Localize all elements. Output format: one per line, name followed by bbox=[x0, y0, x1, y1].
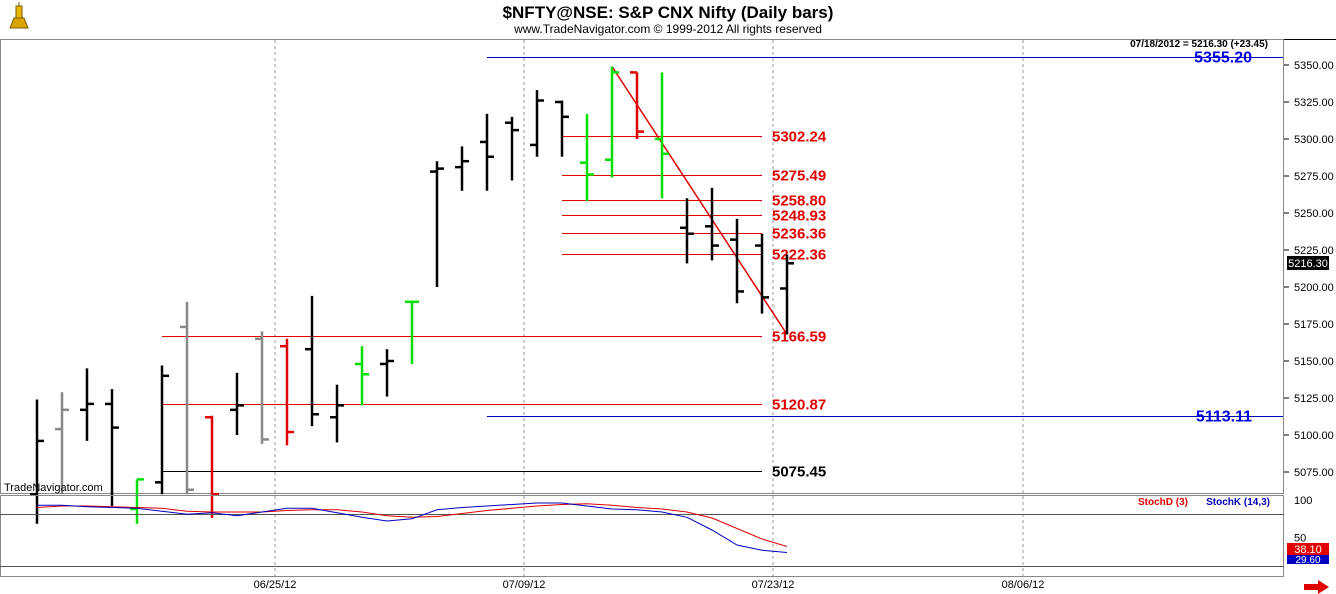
date-tick-label: 07/23/12 bbox=[752, 579, 795, 591]
price-tick-label: 5100.00 bbox=[1294, 430, 1334, 442]
last-price-info: 07/18/2012 = 5216.30 (+23.45) bbox=[1130, 39, 1268, 50]
level-label: 5075.45 bbox=[772, 464, 826, 481]
stochastic-series-line bbox=[36, 503, 788, 547]
stochastic-series-line bbox=[37, 502, 788, 553]
level-label: 5355.20 bbox=[1194, 50, 1252, 67]
level-label: 5113.11 bbox=[1196, 409, 1252, 426]
level-label: 5275.49 bbox=[772, 168, 826, 185]
price-tick-label: 5175.00 bbox=[1294, 319, 1334, 331]
price-tick-label: 5150.00 bbox=[1294, 356, 1334, 368]
price-tick-label: 5075.00 bbox=[1294, 467, 1334, 479]
stochastic-axis: 50 100 bbox=[1294, 495, 1312, 545]
price-tick-label: 5200.00 bbox=[1294, 282, 1334, 294]
level-label: 5166.59 bbox=[772, 329, 826, 346]
trade-navigator-logo-icon[interactable] bbox=[9, 2, 29, 29]
date-tick-label: 06/25/12 bbox=[254, 579, 297, 591]
date-tick-label: 07/09/12 bbox=[503, 579, 546, 591]
ohlc-bars bbox=[30, 66, 794, 524]
date-tick-label: 08/06/12 bbox=[1002, 579, 1045, 591]
stochastic-tick-label: 50 bbox=[1294, 533, 1306, 545]
scroll-right-arrow-icon[interactable] bbox=[1304, 580, 1329, 594]
level-label: 5248.93 bbox=[772, 208, 826, 225]
stochastic-tick-label: 100 bbox=[1294, 495, 1312, 507]
vertical-grid bbox=[274, 40, 1024, 576]
level-label: 5258.80 bbox=[772, 193, 826, 210]
current-price-badge: 5216.30 bbox=[1287, 256, 1329, 270]
chart-title: $NFTY@NSE: S&P CNX Nifty (Daily bars) bbox=[503, 3, 834, 22]
current-price-badge-text: 5216.30 bbox=[1288, 258, 1328, 270]
level-label: 5120.87 bbox=[772, 397, 826, 414]
date-axis: 06/25/12 07/09/12 07/23/12 08/06/12 bbox=[254, 579, 1045, 591]
price-axis: 5075.00 5100.00 5125.00 5150.00 5175.00 5200.… bbox=[1284, 60, 1334, 479]
price-tick-label: 5275.00 bbox=[1294, 171, 1334, 183]
level-label: 5236.36 bbox=[772, 226, 826, 243]
stochd-readout: 38.10 bbox=[1294, 544, 1322, 556]
stochastic-readouts: 38.10 29.60 bbox=[1287, 543, 1329, 566]
price-tick-label: 5350.00 bbox=[1294, 60, 1334, 72]
price-pane-frame bbox=[0, 39, 1284, 494]
level-lines: 5355.20 5302.24 5275.49 5258.805248.935236.… bbox=[162, 50, 1283, 481]
stochk-legend: StochK (14,3) bbox=[1206, 497, 1270, 508]
chart-copyright: www.TradeNavigator.com © 1999-2012 All r… bbox=[513, 22, 822, 36]
stochastic-pane: StochD (3) StochK (14,3) 50 100 38.10 29.… bbox=[0, 495, 1329, 577]
price-tick-label: 5225.00 bbox=[1294, 245, 1334, 257]
price-tick-label: 5325.00 bbox=[1294, 97, 1334, 109]
stochk-readout: 29.60 bbox=[1295, 555, 1320, 566]
stochastic-lines bbox=[36, 502, 788, 553]
watermark: TradeNavigator.com bbox=[4, 482, 103, 494]
stochastic-frame bbox=[0, 495, 1284, 577]
price-tick-label: 5125.00 bbox=[1294, 393, 1334, 405]
level-label: 5222.36 bbox=[772, 247, 826, 264]
price-tick-label: 5300.00 bbox=[1294, 134, 1334, 146]
stochd-legend: StochD (3) bbox=[1138, 497, 1188, 508]
level-label: 5302.24 bbox=[772, 129, 827, 146]
price-tick-label: 5250.00 bbox=[1294, 208, 1334, 220]
trend-line bbox=[611, 66, 788, 335]
